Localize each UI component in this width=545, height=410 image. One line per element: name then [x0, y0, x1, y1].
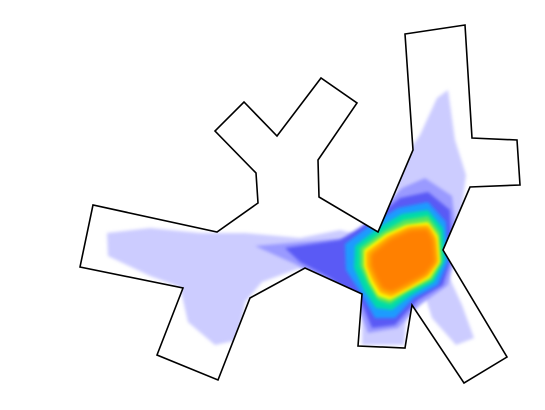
heat-field [107, 90, 474, 345]
heat-core-orange [370, 228, 436, 293]
floor-plan-outline [79, 24, 521, 385]
